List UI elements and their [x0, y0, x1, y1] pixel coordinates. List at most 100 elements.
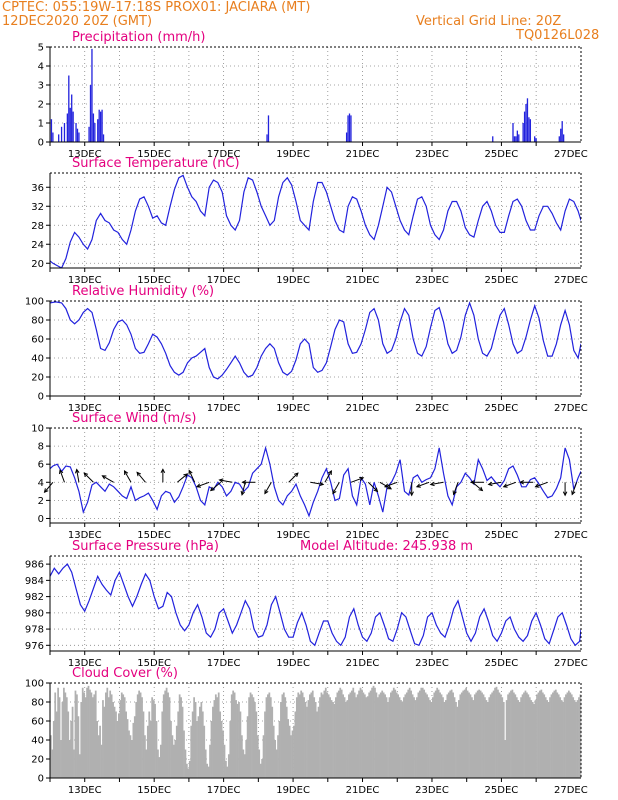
- cloud-bar: [251, 694, 253, 778]
- cloud-bar: [230, 694, 233, 778]
- cloud-bar: [491, 692, 494, 778]
- cloud-bar: [304, 702, 307, 778]
- cloud-bar: [203, 725, 206, 778]
- cloud-bar: [284, 697, 287, 778]
- humidity-ytick-label: 0: [38, 392, 44, 403]
- wind-arrow-head: [195, 483, 201, 488]
- cloud-bar: [139, 692, 142, 778]
- cloud-bar: [322, 694, 324, 778]
- cloud-bar: [533, 703, 536, 778]
- run-date: 12DEC2020 20Z (GMT): [2, 14, 153, 29]
- precip-bar: [512, 123, 514, 142]
- cloud-bar: [469, 694, 472, 778]
- cloud-bar: [547, 702, 550, 778]
- cloud-ytick-label: 100: [25, 679, 44, 690]
- cloud-bar: [87, 685, 90, 778]
- cloud-bar: [256, 735, 259, 778]
- cloud-ytick-label: 20: [31, 755, 44, 766]
- cloud-bar: [269, 697, 272, 778]
- cloud-bar: [311, 690, 314, 778]
- precip-bar: [89, 85, 92, 142]
- cloud-bar: [495, 686, 498, 778]
- cloud-bar: [526, 692, 528, 778]
- cloud-bar: [151, 697, 154, 778]
- cloud-bar: [486, 702, 489, 778]
- cloud-bar: [350, 690, 353, 778]
- cloud-bar: [368, 692, 371, 778]
- wind-xtick-label: 19DEC: [276, 530, 310, 541]
- cloud-bar: [223, 744, 226, 778]
- cloud-bar: [553, 690, 556, 778]
- cloud-bar: [562, 702, 564, 778]
- cloud-bar: [239, 711, 242, 778]
- cloud-bar: [552, 692, 554, 778]
- cloud-bar: [563, 697, 566, 778]
- wind-arrow: [488, 481, 502, 486]
- precip-bar: [562, 134, 565, 142]
- cloud-bar: [518, 702, 521, 778]
- cloud-bar: [387, 702, 389, 778]
- cloud-bar: [397, 694, 399, 778]
- cloud-bar: [213, 700, 216, 778]
- cloud-bar: [524, 690, 527, 778]
- cloud-bar: [236, 703, 239, 778]
- cloud-bar: [142, 711, 145, 778]
- precip-bar: [78, 132, 80, 142]
- cloud-bar: [414, 700, 417, 778]
- cloud-bar: [452, 692, 454, 778]
- cloud-bar: [301, 692, 304, 778]
- precip-bar: [75, 123, 77, 142]
- wind-arrow: [219, 479, 233, 483]
- cloud-bar: [541, 692, 544, 778]
- cloud-bar: [431, 697, 434, 778]
- cloud-xtick-label: 13DEC: [68, 785, 102, 796]
- cloud-bar: [570, 694, 573, 778]
- cloud-bar: [575, 702, 577, 778]
- cloud-bar: [508, 692, 511, 778]
- cloud-bar: [537, 692, 540, 778]
- cloud-bar: [528, 697, 531, 778]
- wind-arrow: [350, 477, 364, 483]
- cloud-bar: [361, 689, 363, 778]
- cloud-bar: [227, 754, 230, 778]
- cloud-bar: [436, 687, 439, 778]
- cloud-bar: [264, 711, 266, 778]
- pressure-annotation: Model Altitude: 245.938 m: [300, 539, 473, 554]
- cloud-bar: [556, 692, 559, 778]
- cloud-bar: [566, 692, 569, 778]
- cloud-bar: [472, 700, 475, 778]
- wind-arrow-head: [519, 480, 525, 485]
- cloud-bar: [225, 760, 227, 778]
- cloud-bar: [416, 697, 418, 778]
- precip-bar: [522, 123, 524, 142]
- cloud-xtick-label: 17DEC: [207, 785, 241, 796]
- cloud-bar: [339, 687, 342, 778]
- cloud-bar: [229, 721, 232, 778]
- cloud-bar: [115, 711, 117, 778]
- cloud-bar: [434, 690, 437, 778]
- cloud-bar: [324, 687, 327, 778]
- precip-ytick-label: 5: [38, 43, 44, 54]
- precip-bar: [72, 111, 74, 142]
- cloud-bar: [178, 694, 181, 778]
- wind-arrow: [430, 481, 444, 486]
- cloud-bar: [272, 725, 275, 778]
- temperature-xtick-label: 17DEC: [207, 275, 241, 286]
- temperature-xtick-label: 25DEC: [485, 275, 519, 286]
- cloud-bar: [55, 711, 58, 778]
- wind-arrow: [241, 482, 246, 495]
- cloud-bar: [511, 689, 514, 778]
- cloud-bar: [523, 692, 525, 778]
- cloud-bar: [89, 689, 91, 778]
- cloud-bar: [449, 690, 452, 778]
- header: CPTEC: 055:19W-17:18S PROX01: JACIARA (M…: [0, 0, 618, 46]
- precip-bar: [345, 132, 348, 142]
- wind-arrow-head: [240, 490, 245, 496]
- cloud-bar: [346, 700, 349, 778]
- cloud-bar: [517, 700, 520, 778]
- cloud-bar: [499, 694, 502, 778]
- cloud-bar: [308, 694, 311, 778]
- precip-ytick-label: 4: [38, 62, 44, 73]
- cloud-bar: [433, 692, 436, 778]
- cloud-bar: [219, 711, 222, 778]
